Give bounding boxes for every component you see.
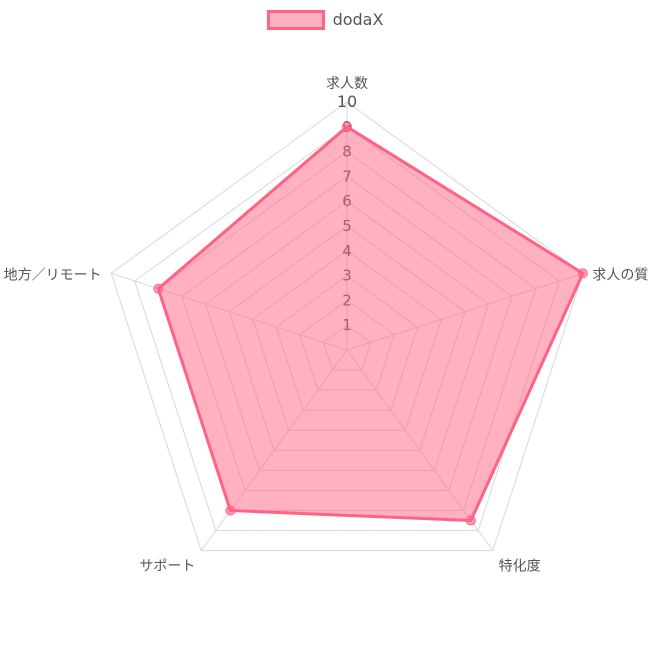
data-point	[465, 515, 476, 526]
category-label: 求人数	[326, 76, 368, 92]
legend-label: dodaX	[332, 10, 384, 29]
data-point	[225, 505, 236, 516]
tick-label: 10	[337, 92, 357, 111]
category-label: サポート	[139, 559, 195, 575]
category-label: 地方／リモート	[4, 267, 102, 283]
series-layer	[153, 121, 588, 526]
legend-swatch	[266, 10, 325, 30]
category-label: 特化度	[499, 559, 541, 575]
category-label: 求人の質	[592, 267, 648, 283]
data-point	[342, 121, 352, 132]
data-point	[153, 283, 164, 294]
legend[interactable]: dodaX	[0, 10, 650, 30]
data-point	[577, 268, 588, 279]
series-area	[156, 125, 585, 523]
grid-ring-10	[110, 101, 584, 552]
